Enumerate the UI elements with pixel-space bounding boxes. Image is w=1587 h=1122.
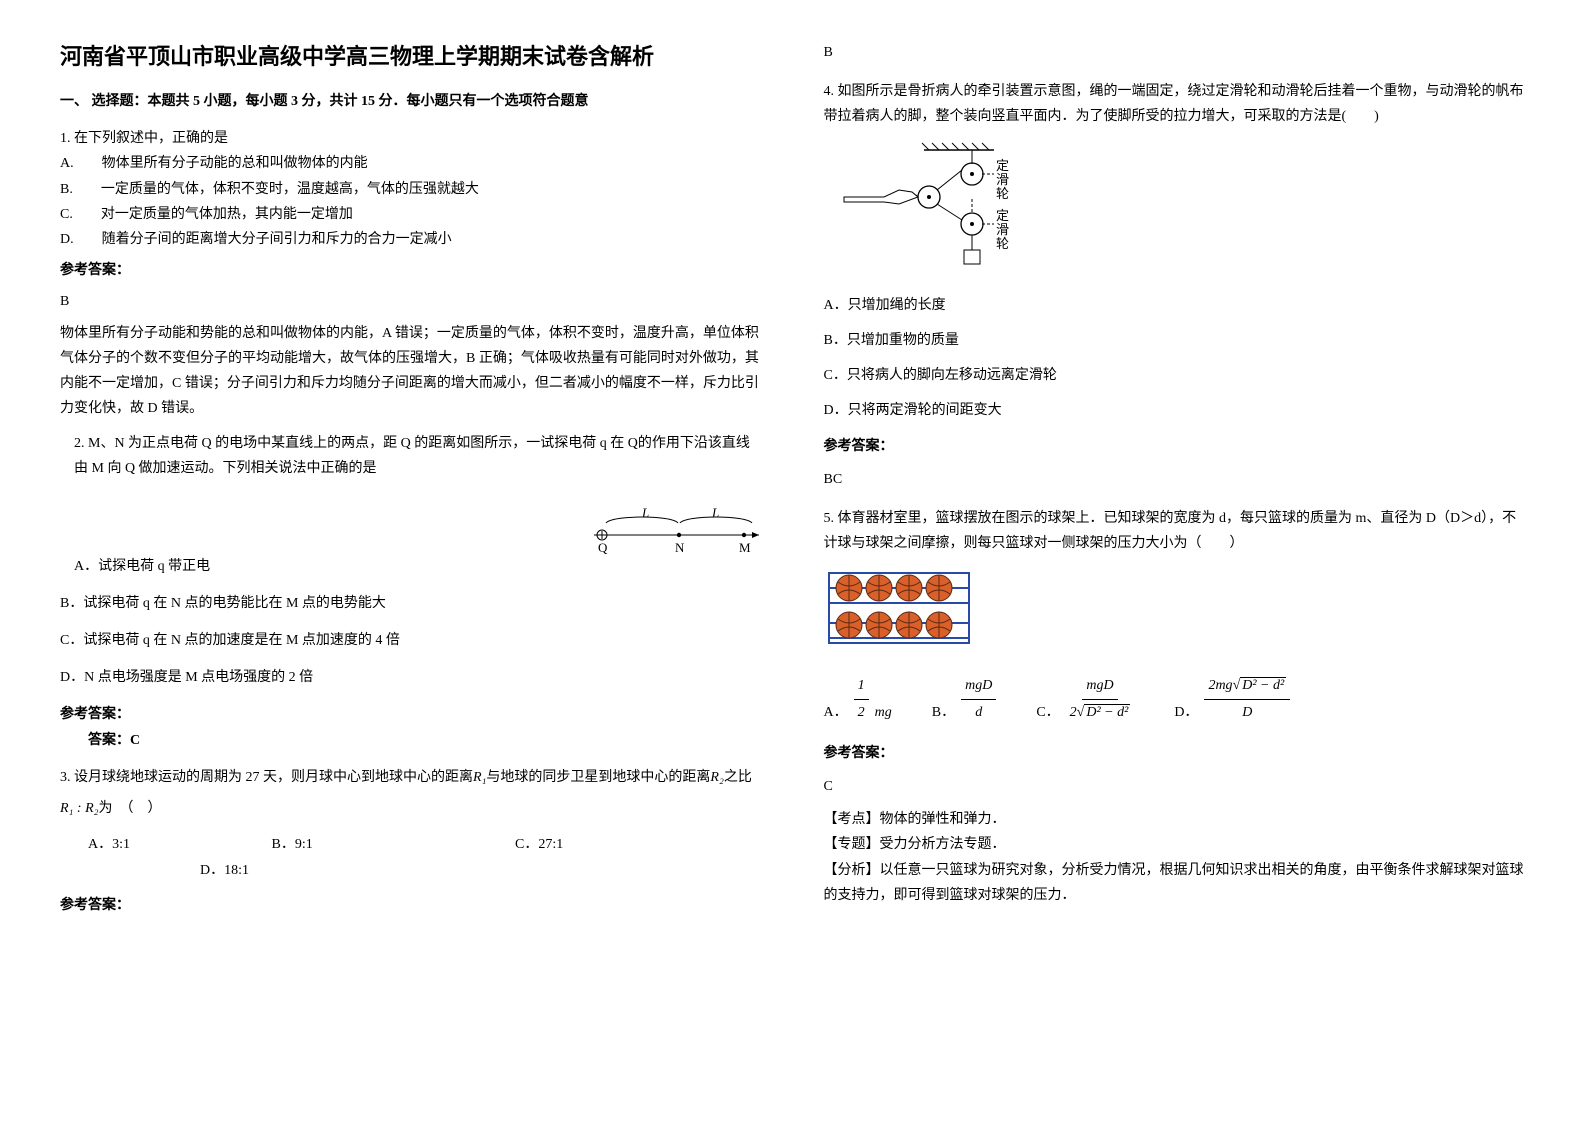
q5-options: A． 12mg B． mgDd C． mgD2√D² − d² D． 2mg√D… [824, 673, 1528, 724]
left-column: 河南省平顶山市职业高级中学高三物理上学期期末试卷含解析 一、 选择题：本题共 5… [60, 40, 764, 928]
q2-row-a: A．试探电荷 q 带正电 L L Q [60, 490, 764, 579]
q1-explain: 物体里所有分子动能和势能的总和叫做物体的内能，A 错误；一定质量的气体，体积不变… [60, 321, 764, 422]
q2-opt-a: A．试探电荷 q 带正电 [74, 554, 584, 579]
q1-ans: B [60, 289, 764, 314]
pulley-label-1a: 定 [996, 158, 1009, 173]
q5-opt-c: C． mgD2√D² − d² [1036, 673, 1134, 724]
q3-stem-a: 3. 设月球绕地球运动的周期为 27 天，则月球中心到地球中心的距离 [60, 770, 473, 785]
q5-a-label: A． [824, 700, 848, 725]
q5-opt-d: D． 2mg√D² − d²D [1174, 673, 1290, 724]
diag-L1: L [641, 505, 649, 520]
q4-stem: 4. 如图所示是骨折病人的牵引装置示意图，绳的一端固定，绕过定滑轮和动滑轮后挂着… [824, 79, 1528, 129]
q5-b-label: B． [932, 700, 955, 725]
q1-opt-a: A. 物体里所有分子动能的总和叫做物体的内能 [60, 151, 764, 176]
q5-topic: 【专题】受力分析方法专题． [824, 832, 1528, 857]
q4-opt-d: D．只将两定滑轮的间距变大 [824, 398, 1528, 423]
right-column: B 4. 如图所示是骨折病人的牵引装置示意图，绳的一端固定，绕过定滑轮和动滑轮后… [824, 40, 1528, 928]
question-3: 3. 设月球绕地球运动的周期为 27 天，则月球中心到地球中心的距离R₁与地球的… [60, 763, 764, 918]
question-5: 5. 体育器材室里，篮球摆放在图示的球架上．已知球架的宽度为 d，每只篮球的质量… [824, 506, 1528, 908]
pulley-label-2a: 定 [996, 208, 1009, 223]
q3-stem-c: 之比 [724, 770, 752, 785]
q4-opt-b: B．只增加重物的质量 [824, 328, 1528, 353]
pulley-label-1c: 轮 [996, 186, 1009, 201]
q2-ans-prefix: 答案： [88, 733, 130, 748]
q2-answer-block: 答案：C [88, 728, 764, 753]
q5-analysis: 【分析】以任意一只篮球为研究对象，分析受力情况，根据几何知识求出相关的角度，由平… [824, 858, 1528, 908]
q3-R1: R₁ [473, 770, 486, 785]
q5-diagram [824, 568, 1528, 657]
pulley-label-2b: 滑 [996, 222, 1009, 237]
q3-options: A．3:1 B．9:1 C．27:1 D．18:1 [60, 832, 764, 882]
q5-d-label: D． [1174, 700, 1198, 725]
q2-opt-b: B．试探电荷 q 在 N 点的电势能比在 M 点的电势能大 [60, 591, 764, 616]
q3-stem-b: 与地球的同步卫星到地球中心的距离 [486, 770, 710, 785]
q2-ans: C [130, 733, 140, 748]
q3-ratio: R₁ : R₂ [60, 801, 99, 816]
q3-opt-a: A．3:1 [88, 832, 268, 857]
q5-ans-label: 参考答案： [824, 741, 1528, 766]
q5-c-label: C． [1036, 700, 1059, 725]
doc-title: 河南省平顶山市职业高级中学高三物理上学期期末试卷含解析 [60, 40, 764, 73]
q4-ans: BC [824, 467, 1528, 492]
diag-Q: Q [598, 540, 608, 555]
pulley-label-2c: 轮 [996, 236, 1009, 251]
q3-stem: 3. 设月球绕地球运动的周期为 27 天，则月球中心到地球中心的距离R₁与地球的… [60, 763, 764, 825]
q1-ans-label: 参考答案： [60, 258, 764, 283]
q3-stem-d: 为 （ ） [99, 801, 162, 816]
question-2: 2. M、N 为正点电荷 Q 的电场中某直线上的两点，距 Q 的距离如图所示，一… [60, 431, 764, 753]
q3-opt-d: D．18:1 [200, 858, 249, 883]
question-1: 1. 在下列叙述中，正确的是 A. 物体里所有分子动能的总和叫做物体的内能 B.… [60, 126, 764, 421]
q2-stem: 2. M、N 为正点电荷 Q 的电场中某直线上的两点，距 Q 的距离如图所示，一… [74, 431, 764, 481]
page-root: 河南省平顶山市职业高级中学高三物理上学期期末试卷含解析 一、 选择题：本题共 5… [60, 40, 1527, 928]
question-4: 4. 如图所示是骨折病人的牵引装置示意图，绳的一端固定，绕过定滑轮和动滑轮后挂着… [824, 79, 1528, 492]
q2-ans-label: 参考答案： [60, 702, 764, 727]
q5-opt-b: B． mgDd [932, 673, 997, 724]
q4-opt-a: A．只增加绳的长度 [824, 293, 1528, 318]
diag-N: N [675, 540, 685, 555]
q1-opt-c: C. 对一定质量的气体加热，其内能一定增加 [60, 202, 764, 227]
q4-opt-c: C．只将病人的脚向左移动远离定滑轮 [824, 363, 1528, 388]
q5-opt-a: A． 12mg [824, 673, 892, 724]
diag-L2: L [711, 505, 719, 520]
q4-ans-label: 参考答案： [824, 434, 1528, 459]
section-1-head: 一、 选择题：本题共 5 小题，每小题 3 分，共计 15 分．每小题只有一个选… [60, 89, 764, 114]
q2-opt-d: D．N 点电场强度是 M 点电场强度的 2 倍 [60, 665, 764, 690]
q1-answer-block: B 物体里所有分子动能和势能的总和叫做物体的内能，A 错误；一定质量的气体，体积… [60, 289, 764, 421]
q5-exam-point: 【考点】物体的弹性和弹力． [824, 807, 1528, 832]
q3-ans-label: 参考答案： [60, 893, 764, 918]
q1-opt-b: B. 一定质量的气体，体积不变时，温度越高，气体的压强就越大 [60, 177, 764, 202]
q4-diagram: 定 滑 轮 定 滑 轮 [824, 142, 1528, 281]
diag-M: M [739, 540, 751, 555]
q5-ans: C [824, 774, 1528, 799]
q1-opt-d: D. 随着分子间的距离增大分子间引力和斥力的合力一定减小 [60, 227, 764, 252]
q3-opt-b: B．9:1 [272, 832, 512, 857]
pulley-label-1b: 滑 [996, 172, 1009, 187]
q1-stem: 1. 在下列叙述中，正确的是 [60, 126, 764, 151]
q3-R2: R₂ [710, 770, 723, 785]
q2-diagram: L L Q N M [584, 505, 764, 564]
q1-options: A. 物体里所有分子动能的总和叫做物体的内能 B. 一定质量的气体，体积不变时，… [60, 151, 764, 252]
q2-opt-c: C．试探电荷 q 在 N 点的加速度是在 M 点加速度的 4 倍 [60, 628, 764, 653]
q5-stem: 5. 体育器材室里，篮球摆放在图示的球架上．已知球架的宽度为 d，每只篮球的质量… [824, 506, 1528, 556]
q3-ans: B [824, 40, 1528, 65]
q3-opt-c: C．27:1 [515, 832, 563, 857]
